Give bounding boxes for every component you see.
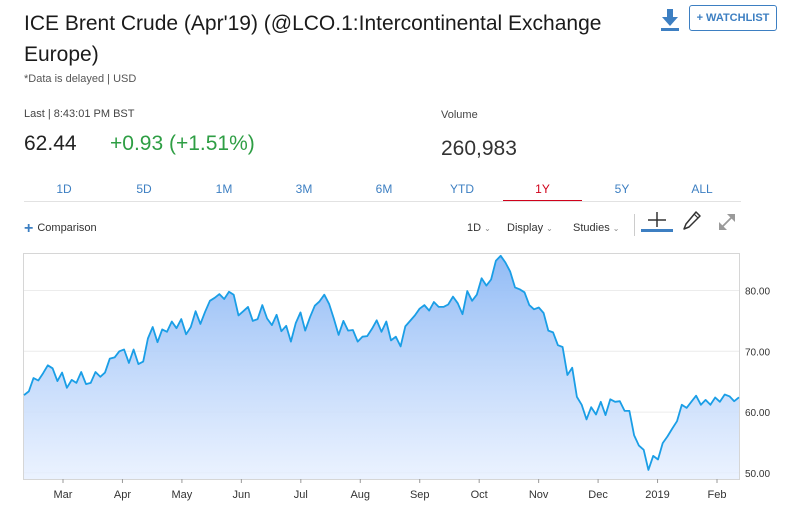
x-tick-label: Dec <box>588 489 608 501</box>
page-title: ICE Brent Crude (Apr'19) (@LCO.1:Interco… <box>24 12 602 66</box>
tab-3m[interactable]: 3M <box>295 182 313 196</box>
x-tick-label: Feb <box>708 489 727 501</box>
x-tick-label: Mar <box>54 489 73 501</box>
tab-1d[interactable]: 1D <box>56 182 72 196</box>
tab-all[interactable]: ALL <box>691 182 713 196</box>
tab-6m[interactable]: 6M <box>375 182 393 196</box>
tab-1y[interactable]: 1Y <box>503 180 582 202</box>
range-tabs: 1D 5D 1M 3M 6M YTD 1Y 5Y ALL <box>24 180 781 202</box>
x-tick-label: Nov <box>529 489 549 501</box>
x-tick-label: May <box>172 489 193 501</box>
chevron-down-icon: ⌄ <box>546 224 553 233</box>
last-price: 62.44 <box>24 132 77 155</box>
plus-icon: + <box>24 220 34 237</box>
chevron-down-icon: ⌄ <box>484 224 491 233</box>
pencil-icon[interactable] <box>682 210 702 232</box>
add-to-watchlist-button[interactable]: + WATCHLIST <box>689 5 777 31</box>
chevron-down-icon: ⌄ <box>612 224 620 233</box>
price-change: +0.93 (+1.51%) <box>110 132 255 155</box>
volume-value: 260,983 <box>441 137 517 160</box>
download-icon[interactable] <box>660 7 680 33</box>
y-tick-label: 60.00 <box>745 408 770 419</box>
x-tick-label: 2019 <box>645 489 669 501</box>
expand-icon[interactable] <box>716 211 738 233</box>
x-tick-label: Sep <box>410 489 430 501</box>
studies-label: Studies <box>573 222 610 234</box>
tabs-divider <box>24 201 741 202</box>
crosshair-icon[interactable] <box>640 210 674 234</box>
x-tick-label: Apr <box>114 489 131 501</box>
tab-5d[interactable]: 5D <box>136 182 152 196</box>
interval-dropdown[interactable]: 1D ⌄ <box>467 222 491 234</box>
display-label: Display <box>507 222 544 234</box>
y-tick-label: 70.00 <box>745 347 770 358</box>
x-tick-label: Jun <box>232 489 250 501</box>
x-tick-label: Aug <box>350 489 370 501</box>
comparison-label: Comparison <box>37 222 97 234</box>
y-tick-label: 50.00 <box>745 469 770 480</box>
interval-label: 1D <box>467 222 482 234</box>
data-delay-note: *Data is delayed | USD <box>24 73 137 85</box>
price-area <box>24 255 739 479</box>
tab-1m[interactable]: 1M <box>215 182 233 196</box>
comparison-button[interactable]: + Comparison <box>24 220 97 238</box>
tab-ytd[interactable]: YTD <box>450 182 474 196</box>
price-chart[interactable]: 50.00 60.00 70.00 80.00 Mar Apr May Jun Jul Aug S… <box>23 253 783 511</box>
tab-5y[interactable]: 5Y <box>614 182 630 196</box>
volume-label: Volume <box>441 109 478 121</box>
last-trade-time: Last | 8:43:01 PM BST <box>24 108 135 120</box>
x-tick-label: Jul <box>294 489 308 501</box>
x-tick-label: Oct <box>471 489 488 501</box>
display-dropdown[interactable]: Display ⌄ <box>507 222 553 234</box>
y-tick-label: 80.00 <box>745 286 770 297</box>
studies-dropdown[interactable]: Studies ⌄ <box>573 222 619 234</box>
toolbar-divider <box>634 214 635 236</box>
price-line <box>23 254 740 471</box>
